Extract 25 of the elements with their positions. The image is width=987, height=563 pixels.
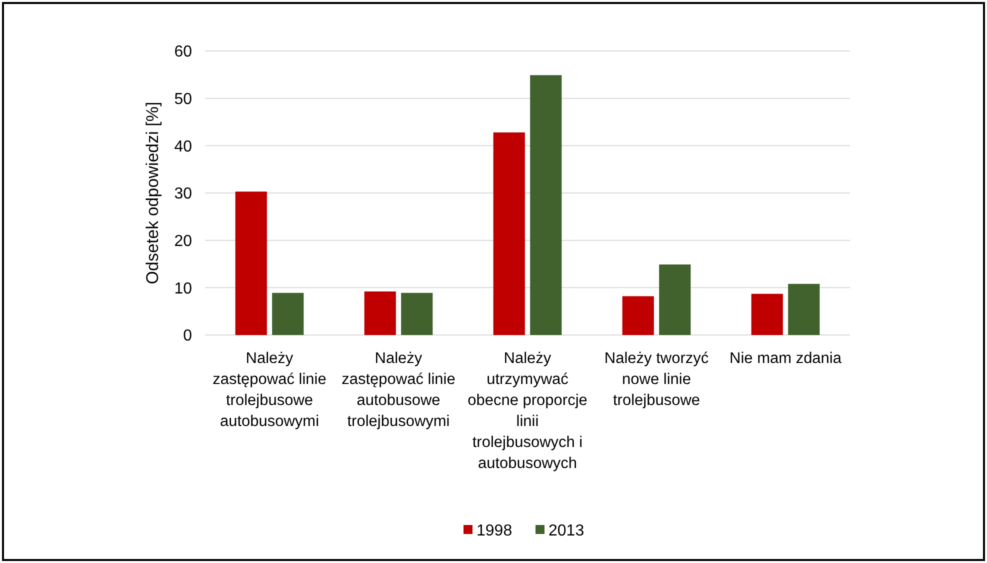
legend-label: 2013: [548, 522, 584, 540]
y-tick-label: 60: [174, 44, 192, 61]
x-tick-label: Należy tworzyć nowe linie trolejbusowe: [604, 350, 709, 409]
legend-label: 1998: [476, 522, 512, 540]
bar: [493, 132, 525, 335]
bar: [622, 296, 654, 335]
bar: [788, 284, 820, 335]
x-tick-label: Należy zastępować linie autobusowe trolejbusowymi: [342, 350, 456, 430]
x-tick-label: Należy utrzymywać obecne proporcje linii trolejbusowych i autobusowych: [468, 350, 588, 472]
y-tick-label: 50: [174, 90, 192, 108]
y-tick-label: 30: [174, 186, 192, 203]
y-tick-label: 10: [174, 280, 192, 298]
y-tick-label: 20: [174, 232, 192, 250]
bar: [530, 75, 562, 335]
x-tick-label: Nie mam zdania: [730, 350, 842, 367]
bar: [659, 264, 691, 335]
bar: [272, 292, 304, 335]
bar: [235, 192, 267, 335]
y-tick-label: 40: [174, 138, 192, 156]
y-axis-title: Odsetek odpowiedzi [%]: [143, 102, 162, 284]
y-tick-label: 0: [183, 328, 192, 345]
bar: [364, 291, 396, 335]
bar: [751, 294, 783, 335]
x-tick-label: Należy zastępować linie trolejbusowe autobusowymi: [212, 350, 326, 430]
bar: [401, 292, 433, 335]
